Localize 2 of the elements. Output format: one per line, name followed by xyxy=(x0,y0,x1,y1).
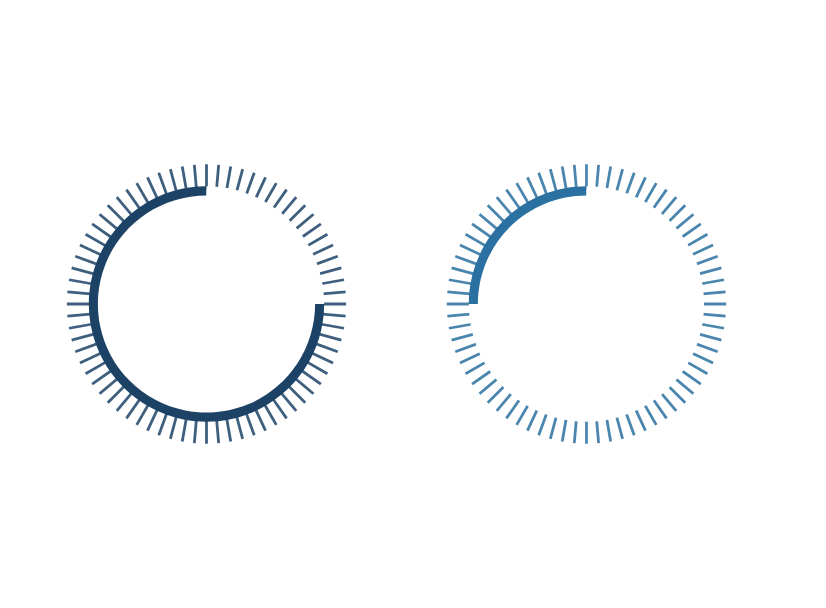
donut-slice xyxy=(206,186,325,304)
donut-slice xyxy=(468,186,705,422)
